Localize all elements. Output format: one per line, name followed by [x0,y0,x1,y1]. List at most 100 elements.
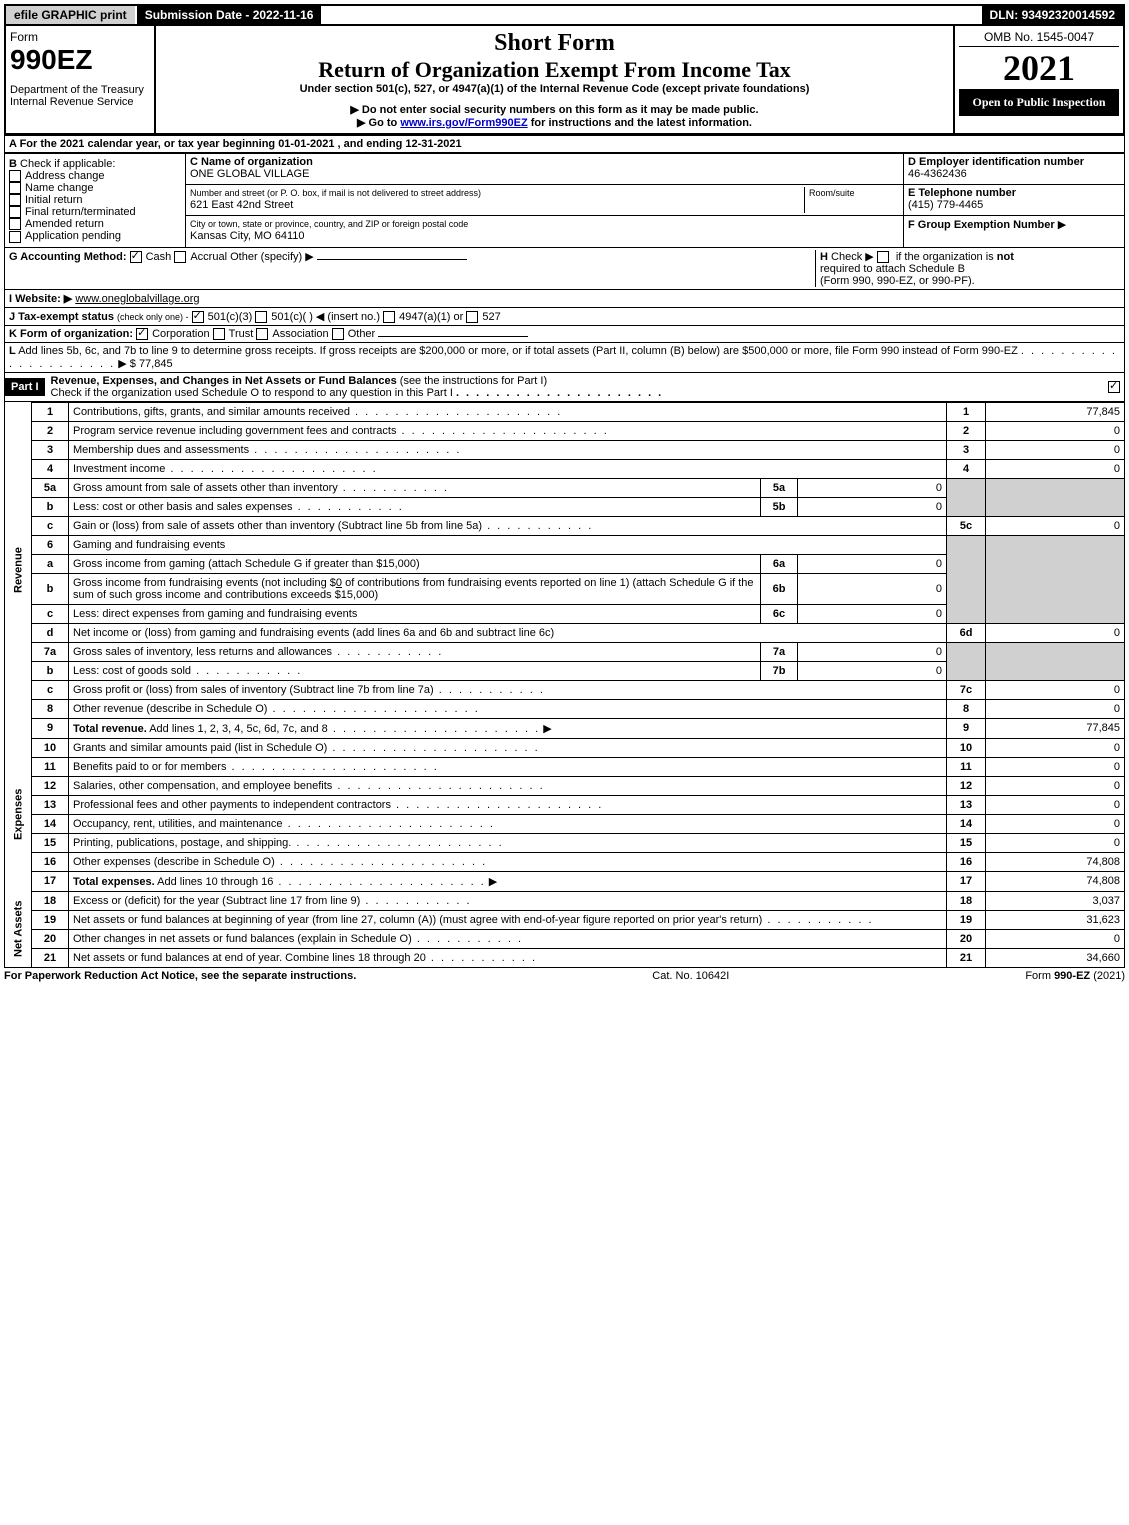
k-trust: Trust [229,328,254,340]
j-opt3: 4947(a)(1) or [399,311,463,323]
opt-address: Address change [25,170,105,182]
c-name-row: C Name of organization ONE GLOBAL VILLAG… [186,154,903,185]
l13-desc: Professional fees and other payments to … [73,799,603,811]
checkbox-501c3[interactable] [192,311,204,323]
irs-link[interactable]: www.irs.gov/Form990EZ [400,117,527,129]
f-group: F Group Exemption Number ▶ [904,216,1124,246]
part1-dots [456,387,663,399]
bullet2: ▶ Go to www.irs.gov/Form990EZ for instru… [160,116,949,129]
l6a-desc: Gross income from gaming (attach Schedul… [69,554,761,573]
checkbox-4947[interactable] [383,311,395,323]
l13-val: 0 [986,795,1125,814]
h-label: H [820,251,828,263]
checkbox-pending[interactable] [9,231,21,243]
l-label: L [9,345,16,357]
g-cash: Cash [146,251,172,263]
header-center: Short Form Return of Organization Exempt… [156,26,955,133]
l7c-desc: Gross profit or (loss) from sales of inv… [73,684,545,696]
line-2: 2Program service revenue including gover… [5,421,1125,440]
irs: Internal Revenue Service [10,96,150,108]
tel-label: E Telephone number [908,187,1016,199]
checkbox-501c[interactable] [255,311,267,323]
l14-val: 0 [986,814,1125,833]
part1-title-sub: (see the instructions for Part I) [400,375,547,387]
ein: 46-4362436 [908,168,967,180]
k-assoc: Association [272,328,328,340]
section-c: C Name of organization ONE GLOBAL VILLAG… [186,154,903,247]
checkbox-527[interactable] [466,311,478,323]
omb: OMB No. 1545-0047 [959,30,1119,47]
h-not: not [997,251,1014,263]
line-7c: cGross profit or (loss) from sales of in… [5,680,1125,699]
dept: Department of the Treasury [10,84,150,96]
g-label: G Accounting Method: [9,251,127,263]
l5a-desc: Gross amount from sale of assets other t… [73,482,449,494]
checkbox-name-change[interactable] [9,182,21,194]
l16-desc: Other expenses (describe in Schedule O) [73,856,487,868]
checkbox-schedule-o[interactable] [1108,381,1120,393]
k-label: K Form of organization: [9,328,133,340]
l2-desc: Program service revenue including govern… [73,425,609,437]
l15-val: 0 [986,833,1125,852]
k-other: Other [348,328,376,340]
bullet2-post: for instructions and the latest informat… [528,117,752,129]
dln: DLN: 93492320014592 [982,6,1123,24]
l7b-sub: 0 [798,661,947,680]
checkbox-accrual[interactable] [174,251,186,263]
section-a: A For the 2021 calendar year, or tax yea… [4,135,1125,153]
l10-val: 0 [986,738,1125,757]
tax-year: 2021 [959,47,1119,89]
top-bar: efile GRAPHIC print Submission Date - 20… [4,4,1125,26]
checkbox-address-change[interactable] [9,170,21,182]
section-i: I Website: ▶ www.oneglobalvillage.org [4,290,1125,308]
l11-desc: Benefits paid to or for members [73,761,439,773]
checkbox-cash[interactable] [130,251,142,263]
checkbox-initial[interactable] [9,194,21,206]
e-tel: E Telephone number (415) 779-4465 [904,185,1124,216]
line-18: Net Assets 18Excess or (deficit) for the… [5,891,1125,910]
l6d-val: 0 [986,623,1125,642]
checkbox-h[interactable] [877,251,889,263]
l5b-desc: Less: cost or other basis and sales expe… [73,501,404,513]
j-label: J Tax-exempt status [9,311,114,323]
k-corp: Corporation [152,328,209,340]
room-label: Room/suite [809,188,855,198]
line-20: 20Other changes in net assets or fund ba… [5,929,1125,948]
opt-pending: Application pending [25,230,121,242]
line-15: 15Printing, publications, postage, and s… [5,833,1125,852]
l20-desc: Other changes in net assets or fund bala… [73,933,523,945]
section-k: K Form of organization: Corporation Trus… [4,326,1125,343]
website[interactable]: www.oneglobalvillage.org [75,293,199,305]
h-text4: (Form 990, 990-EZ, or 990-PF). [820,275,975,287]
l3-desc: Membership dues and assessments [73,444,461,456]
l4-val: 0 [986,459,1125,478]
opt-initial: Initial return [25,194,82,206]
l6a-sub: 0 [798,554,947,573]
h-text1: Check ▶ [831,251,874,263]
efile-print[interactable]: efile GRAPHIC print [6,6,137,24]
checkbox-final[interactable] [9,206,21,218]
line-12: 12Salaries, other compensation, and empl… [5,776,1125,795]
form-number: 990EZ [10,44,150,76]
l18-val: 3,037 [986,891,1125,910]
line-14: 14Occupancy, rent, utilities, and mainte… [5,814,1125,833]
lines-table: Revenue 1 Contributions, gifts, grants, … [4,402,1125,968]
form-word: Form [10,30,150,44]
j-opt1: 501(c)(3) [208,311,253,323]
g-other: Other (specify) ▶ [230,251,314,263]
l7a-sub: 0 [798,642,947,661]
submission-date: Submission Date - 2022-11-16 [137,6,324,24]
l19-val: 31,623 [986,910,1125,929]
checkbox-other[interactable] [332,328,344,340]
j-opt2: 501(c)( ) ◀ (insert no.) [271,311,380,323]
l19-desc: Net assets or fund balances at beginning… [73,914,874,926]
l9-val: 77,845 [986,718,1125,738]
l12-val: 0 [986,776,1125,795]
l21-val: 34,660 [986,948,1125,967]
checkbox-corp[interactable] [136,328,148,340]
part1-title-main: Revenue, Expenses, and Changes in Net As… [51,375,397,387]
checkbox-trust[interactable] [213,328,225,340]
dln-value: 93492320014592 [1022,8,1115,22]
checkbox-assoc[interactable] [256,328,268,340]
checkbox-amended[interactable] [9,218,21,230]
